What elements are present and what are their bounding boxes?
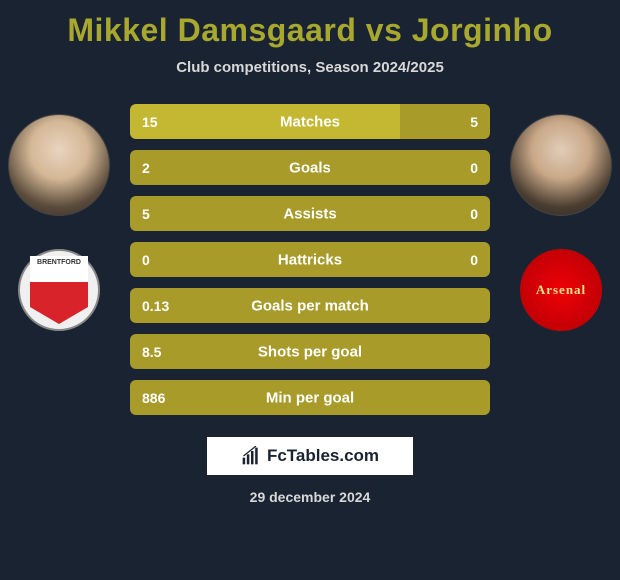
stat-row: 0Hattricks0 — [130, 242, 490, 277]
footer-brand-text: FcTables.com — [267, 446, 379, 466]
stat-label: Goals — [130, 159, 490, 176]
stat-row: 2Goals0 — [130, 150, 490, 185]
stat-value-right: 5 — [470, 114, 478, 130]
brentford-shield-icon: BRENTFORD — [30, 256, 88, 324]
player-right-avatar — [510, 114, 612, 216]
stat-label: Min per goal — [130, 389, 490, 406]
footer-date: 29 december 2024 — [0, 489, 620, 505]
stat-value-right: 0 — [470, 206, 478, 222]
page-title: Mikkel Damsgaard vs Jorginho — [0, 0, 620, 49]
club-right-crest: Arsenal — [520, 249, 602, 331]
stat-label: Matches — [130, 113, 490, 130]
stat-label: Goals per match — [130, 297, 490, 314]
stat-row: 0.13Goals per match — [130, 288, 490, 323]
stat-label: Shots per goal — [130, 343, 490, 360]
stat-label: Hattricks — [130, 251, 490, 268]
comparison-panel: BRENTFORD Arsenal 15Matches52Goals05Assi… — [0, 104, 620, 415]
stat-rows: 15Matches52Goals05Assists00Hattricks00.1… — [130, 104, 490, 415]
club-left-crest-text: BRENTFORD — [37, 259, 81, 267]
stat-row: 886Min per goal — [130, 380, 490, 415]
club-left-crest: BRENTFORD — [18, 249, 100, 331]
stat-value-right: 0 — [470, 252, 478, 268]
subtitle: Club competitions, Season 2024/2025 — [0, 59, 620, 76]
club-right-crest-text: Arsenal — [536, 283, 586, 297]
stat-row: 5Assists0 — [130, 196, 490, 231]
stat-row: 15Matches5 — [130, 104, 490, 139]
footer-brand-badge: FcTables.com — [207, 437, 413, 475]
player-left-avatar — [8, 114, 110, 216]
stat-value-right: 0 — [470, 160, 478, 176]
chart-icon — [241, 446, 261, 466]
stat-row: 8.5Shots per goal — [130, 334, 490, 369]
stat-label: Assists — [130, 205, 490, 222]
